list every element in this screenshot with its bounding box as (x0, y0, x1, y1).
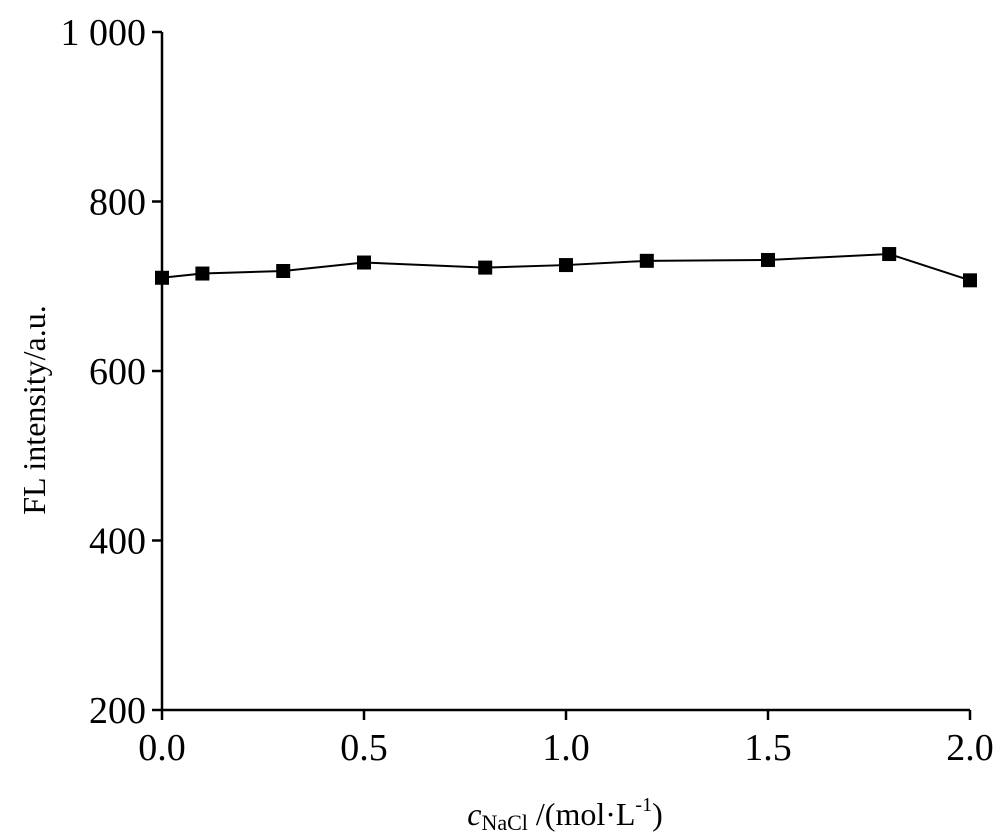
x-ticks: 0.0 0.5 1.0 1.5 2.0 (138, 710, 994, 769)
x-tick-label: 0.0 (138, 727, 186, 769)
x-tick-label: 2.0 (946, 727, 994, 769)
y-ticks: 200 400 600 800 1 000 (61, 12, 162, 732)
x-tick-label: 0.5 (340, 727, 388, 769)
data-point (963, 273, 977, 288)
data-point (195, 266, 210, 281)
data-point (155, 270, 169, 285)
data-point (761, 252, 775, 267)
data-point (276, 263, 291, 278)
x-axis-title-var: c (467, 796, 481, 832)
y-tick-label: 400 (89, 521, 146, 563)
x-axis-title-unit: /(mol·L (528, 796, 636, 832)
axes (160, 32, 970, 712)
data-point (478, 260, 493, 275)
y-axis-title: FL intensity/a.u. (16, 305, 52, 514)
x-axis-title: cNaCl /(mol·L-1) (467, 794, 663, 835)
x-axis-title-sup: -1 (635, 794, 652, 816)
x-tick-label: 1.0 (542, 727, 590, 769)
y-tick-label: 200 (89, 690, 146, 732)
series-line (161, 253, 971, 282)
series-group (155, 247, 977, 288)
data-point (639, 253, 654, 268)
x-axis-title-sub: NaCl (481, 810, 527, 835)
y-tick-label: 800 (89, 182, 146, 224)
y-tick-label: 600 (89, 351, 146, 393)
x-axis-title-close: ) (652, 796, 663, 832)
data-point (559, 258, 573, 273)
data-point (357, 255, 371, 270)
y-tick-label: 1 000 (61, 12, 147, 54)
data-point (882, 247, 897, 262)
x-tick-label: 1.5 (744, 727, 792, 769)
